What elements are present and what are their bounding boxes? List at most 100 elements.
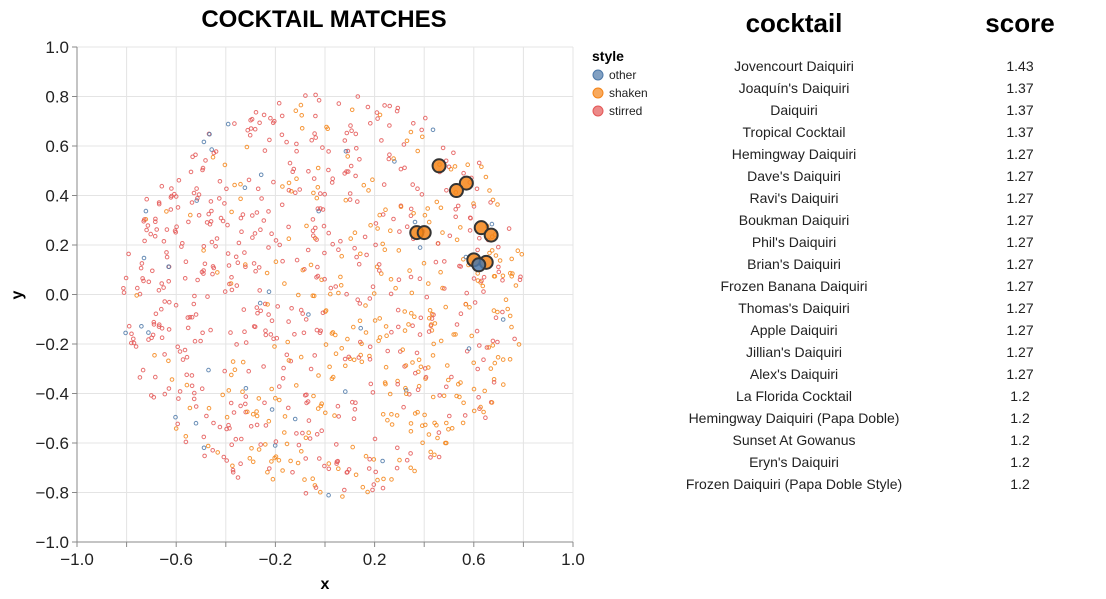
point-stirred [451,150,456,156]
point-stirred [305,399,311,404]
point-stirred [413,370,418,376]
point-stirred [517,277,523,283]
table-row-score: 1.27 [1006,234,1034,250]
point-stirred [435,241,441,246]
point-shaken [134,293,139,298]
point-stirred [468,215,473,221]
point-stirred [273,238,279,243]
point-shaken [377,335,383,340]
point-stirred [263,423,269,428]
point-shaken [488,366,494,371]
point-stirred [229,287,235,293]
point-shaken [359,359,365,365]
point-shaken [359,341,364,347]
legend-title: style [592,48,624,64]
point-shaken [411,211,416,216]
point-stirred [348,123,353,128]
point-stirred [366,466,372,471]
point-shaken [509,324,514,330]
point-stirred [252,324,258,330]
point-stirred [349,128,354,133]
legend: style other shaken stirred [592,48,648,118]
point-stirred [243,264,248,270]
point-stirred [462,413,468,418]
point-shaken [491,308,497,313]
point-stirred [490,338,496,344]
point-stirred [367,344,373,350]
point-shaken [463,301,469,307]
point-shaken [276,458,282,463]
point-shaken [294,176,299,181]
point-stirred [449,374,454,380]
point-stirred [276,100,282,106]
point-stirred [258,227,263,232]
point-stirred [367,357,373,362]
point-other [266,289,272,295]
point-shaken [426,365,431,370]
point-shaken [500,357,506,362]
point-shaken [426,432,432,437]
point-shaken [398,204,404,209]
point-stirred [346,354,352,360]
point-shaken [220,392,225,398]
point-other [242,185,248,190]
point-stirred [228,400,234,406]
point-stirred [286,405,291,411]
highlighted-matches [409,158,499,273]
point-shaken [416,357,422,363]
table-row-cocktail: Boukman Daiquiri [738,212,850,228]
point-stirred [310,228,316,233]
point-stirred [302,393,308,398]
point-stirred [518,274,523,280]
point-stirred [415,186,420,191]
point-stirred [303,93,308,98]
table-row-score: 1.27 [1006,256,1034,272]
y-tick-label: 0.4 [45,187,69,206]
point-stirred [268,115,273,121]
point-stirred [371,482,377,487]
point-shaken [465,162,471,167]
point-shaken [426,219,432,225]
point-stirred [395,445,400,451]
point-shaken [285,339,291,345]
point-shaken [371,291,377,296]
x-tick-label: −0.2 [259,550,293,569]
point-stirred [250,235,255,240]
point-shaken [300,267,306,273]
table-row-score: 1.27 [1006,300,1034,316]
point-stirred [303,491,309,496]
point-stirred [386,156,392,162]
point-shaken [298,354,304,360]
point-stirred [167,299,172,305]
table-row-score: 1.2 [1010,476,1030,492]
point-shaken [384,333,389,339]
point-stirred [140,367,146,373]
point-stirred [138,265,144,271]
point-shaken [232,367,238,373]
table-row-score: 1.37 [1006,102,1034,118]
point-stirred [228,330,233,335]
point-stirred [481,357,486,363]
point-stirred [365,104,371,110]
point-stirred [418,315,424,321]
point-shaken [509,256,515,262]
point-stirred [320,310,326,316]
point-stirred [475,247,480,253]
point-shaken [164,209,169,214]
x-tick-label: 0.6 [462,550,486,569]
point-stirred [415,387,421,393]
point-stirred [262,148,268,153]
point-stirred [184,354,190,360]
point-shaken [500,273,506,279]
point-shaken [206,405,212,411]
table-row-cocktail: Alex's Daiquiri [749,366,839,382]
point-shaken [412,468,417,474]
header-cocktail: cocktail [745,8,843,38]
point-stirred [225,222,230,228]
point-stirred [419,192,425,197]
point-stirred [233,254,239,260]
point-stirred [194,186,199,191]
table-row-cocktail: Joaquín's Daiquiri [738,80,850,96]
point-stirred [162,391,168,397]
